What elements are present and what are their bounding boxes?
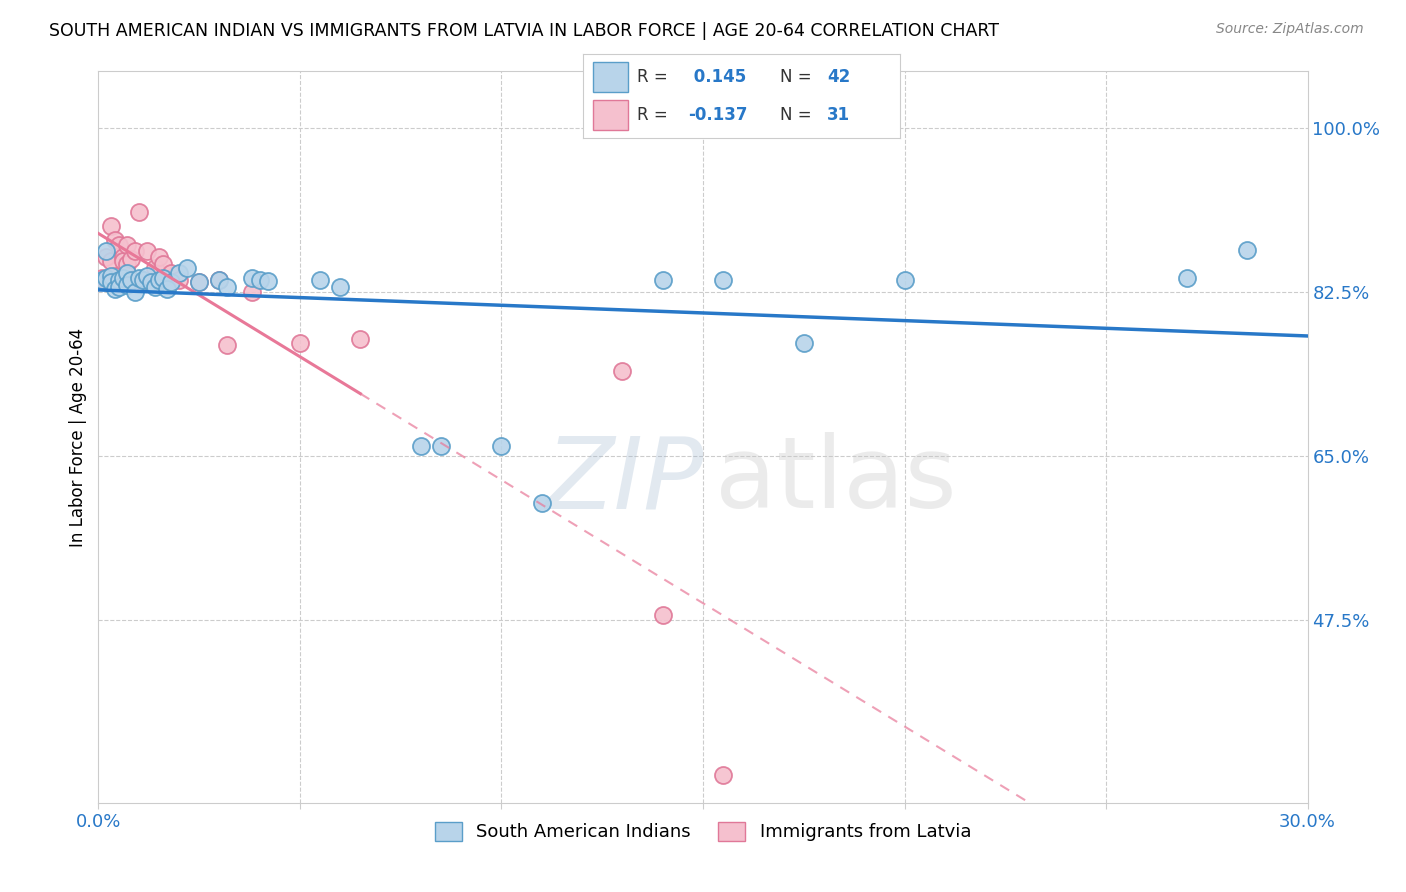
Text: 31: 31 (827, 105, 851, 123)
Point (349, 332, 371, 346)
Point (107, 237, 129, 252)
Point (91, 270, 114, 285)
Point (430, 440, 453, 454)
Point (530, 496, 553, 510)
Point (120, 252, 142, 266)
Y-axis label: In Labor Force | Age 20-64: In Labor Force | Age 20-64 (69, 327, 87, 547)
Point (132, 272, 155, 286)
Point (107, 280, 129, 294)
Point (491, 440, 513, 454)
Text: ZIP: ZIP (544, 433, 703, 530)
Point (256, 274, 278, 288)
Point (135, 268, 157, 283)
Point (96, 270, 118, 285)
Point (103, 268, 125, 283)
Point (148, 250, 170, 264)
Point (111, 250, 134, 264)
Point (132, 276, 155, 290)
Point (124, 244, 146, 259)
Text: N =: N = (779, 68, 811, 86)
Text: SOUTH AMERICAN INDIAN VS IMMIGRANTS FROM LATVIA IN LABOR FORCE | AGE 20-64 CORRE: SOUTH AMERICAN INDIAN VS IMMIGRANTS FROM… (49, 22, 1000, 40)
Point (711, 272, 734, 286)
Point (111, 270, 134, 285)
Point (711, 767, 734, 781)
Point (128, 205, 150, 219)
Point (651, 272, 673, 286)
Point (1236, 243, 1258, 257)
Point (115, 257, 138, 271)
Text: N =: N = (779, 105, 811, 123)
Point (96, 250, 118, 264)
Point (100, 276, 122, 290)
Text: -0.137: -0.137 (688, 105, 748, 123)
Point (111, 253, 134, 268)
Point (152, 270, 174, 285)
Point (893, 272, 915, 286)
Text: R =: R = (637, 105, 668, 123)
Point (188, 276, 211, 290)
Point (1175, 270, 1198, 285)
Point (217, 338, 239, 352)
Text: R =: R = (637, 68, 668, 86)
Point (309, 272, 332, 286)
Point (612, 364, 634, 378)
Point (240, 285, 263, 299)
Point (160, 276, 183, 290)
Point (188, 276, 211, 290)
Point (156, 282, 179, 296)
Point (217, 280, 239, 294)
Point (107, 272, 129, 286)
Point (100, 219, 122, 233)
Point (651, 608, 673, 623)
Point (139, 276, 162, 290)
Point (176, 261, 198, 276)
Point (96, 244, 118, 259)
Point (148, 272, 170, 286)
Point (208, 272, 231, 286)
Point (115, 237, 138, 252)
Text: atlas: atlas (716, 433, 956, 530)
Point (793, 336, 815, 351)
Point (152, 257, 174, 271)
Point (103, 282, 125, 296)
FancyBboxPatch shape (593, 62, 627, 92)
Point (143, 280, 166, 294)
Point (288, 336, 311, 351)
Point (115, 266, 138, 280)
Text: 42: 42 (827, 68, 851, 86)
Point (208, 272, 231, 286)
Point (249, 272, 271, 286)
Point (100, 268, 122, 283)
Point (135, 244, 157, 259)
Point (115, 278, 138, 293)
Point (240, 270, 263, 285)
Point (91, 272, 114, 286)
Point (120, 272, 142, 286)
Point (329, 280, 352, 294)
FancyBboxPatch shape (593, 100, 627, 130)
Point (160, 266, 183, 280)
Point (100, 253, 122, 268)
Point (124, 285, 146, 299)
Point (103, 233, 125, 247)
Point (96, 272, 118, 286)
Point (167, 272, 190, 286)
Point (409, 440, 432, 454)
Point (167, 266, 190, 280)
Point (128, 270, 150, 285)
Point (143, 261, 166, 276)
Text: 0.145: 0.145 (688, 68, 747, 86)
Text: Source: ZipAtlas.com: Source: ZipAtlas.com (1216, 22, 1364, 37)
Legend: South American Indians, Immigrants from Latvia: South American Indians, Immigrants from … (427, 814, 979, 848)
